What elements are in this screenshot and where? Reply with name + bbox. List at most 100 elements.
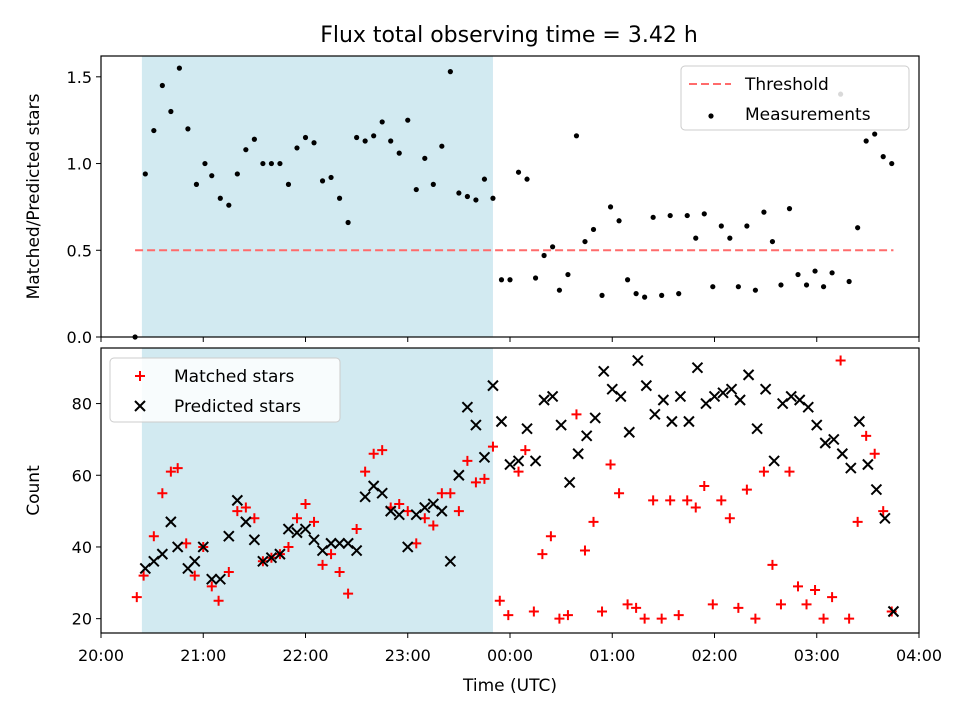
- matched-star-point: [699, 481, 710, 492]
- measurement-point: [193, 181, 200, 187]
- matched-star-point: [317, 559, 328, 570]
- matched-star-point: [411, 538, 422, 549]
- matched-star-point: [724, 513, 735, 524]
- legend-box: [109, 357, 341, 423]
- predicted-star-point: [376, 487, 388, 499]
- measurement-point: [863, 138, 869, 144]
- measurement-point: [735, 284, 741, 290]
- measurement-point: [676, 291, 682, 297]
- predicted-star-point: [197, 541, 209, 553]
- predicted-star-point: [589, 412, 601, 424]
- matched-star-point: [206, 581, 217, 592]
- matched-star-point: [869, 448, 880, 459]
- measurement-point: [624, 277, 631, 283]
- predicted-star-point: [333, 537, 346, 550]
- measurement-point: [185, 126, 191, 132]
- matched-star-point: [503, 610, 514, 621]
- matched-star-point: [131, 592, 142, 603]
- matched-star-point: [138, 570, 149, 581]
- predicted-star-point: [299, 523, 312, 535]
- y-tick-label: 60: [72, 466, 92, 485]
- measurement-point: [599, 292, 605, 298]
- measurement-point: [786, 206, 793, 212]
- matched-star-point: [240, 502, 251, 513]
- predicted-star-point: [862, 458, 874, 471]
- measurement-point: [659, 292, 665, 298]
- matched-star-point: [300, 498, 311, 509]
- measurement-point: [354, 134, 360, 141]
- x-tick-label: 20:00: [78, 646, 124, 665]
- measurement-point: [159, 82, 165, 89]
- matched-star-point: [665, 495, 676, 506]
- y-tick-label: 0.0: [67, 328, 92, 347]
- matched-star-point: [801, 599, 812, 610]
- x-tick-label: 00:00: [487, 646, 533, 665]
- matched-star-point: [334, 567, 345, 578]
- measurement-point: [345, 219, 351, 226]
- predicted-star-point: [836, 448, 849, 460]
- legend-label: Matched stars: [174, 367, 294, 387]
- matched-star-point: [844, 613, 855, 624]
- matched-star-point: [861, 430, 872, 441]
- measurement-point: [388, 138, 394, 144]
- matched-star-point: [733, 602, 744, 613]
- x-tick-label: 04:00: [896, 646, 942, 665]
- predicted-star-point: [555, 419, 567, 431]
- predicted-star-point: [308, 534, 320, 546]
- predicted-star-point: [811, 419, 823, 431]
- predicted-star-point: [402, 541, 414, 553]
- matched-star-point: [622, 599, 633, 610]
- predicted-star-point: [870, 483, 883, 496]
- matched-star-point: [810, 584, 821, 595]
- matched-star-point: [453, 506, 464, 517]
- x-tick-label: 03:00: [794, 646, 840, 665]
- measurement-point: [590, 226, 597, 233]
- measurement-point: [243, 147, 249, 153]
- measurement-point: [889, 160, 895, 167]
- measurement-point: [607, 204, 614, 210]
- matched-star-point: [494, 595, 505, 606]
- predicted-star-point: [291, 526, 303, 539]
- predicted-star-point: [393, 508, 405, 521]
- measurement-point: [778, 282, 784, 288]
- predicted-star-point: [657, 394, 670, 406]
- measurement-point: [667, 212, 673, 219]
- measurement-point: [473, 197, 479, 203]
- matched-star-point: [562, 610, 573, 621]
- matched-star-point: [597, 606, 608, 617]
- measurement-point: [202, 160, 208, 167]
- predicted-star-point: [478, 451, 491, 464]
- predicted-star-point: [853, 415, 866, 428]
- matched-star-point: [232, 506, 243, 517]
- predicted-star-point: [725, 383, 738, 395]
- matched-star-point: [291, 513, 302, 524]
- figure-title: Flux total observing time = 3.42 h: [320, 23, 698, 48]
- matched-star-point: [767, 559, 778, 570]
- matched-star-point: [249, 513, 260, 524]
- predicted-star-point: [504, 458, 516, 471]
- predicted-star-point: [529, 455, 542, 467]
- matched-star-point: [402, 506, 413, 517]
- measurement-point: [642, 294, 648, 300]
- matched-star-point: [571, 409, 582, 420]
- matched-star-point: [741, 484, 752, 495]
- matched-star-point: [673, 610, 684, 621]
- measurement-point: [872, 131, 878, 137]
- matched-star-point: [462, 455, 473, 466]
- measurement-point: [260, 160, 266, 167]
- legend-box: [680, 65, 910, 131]
- measurement-point: [803, 282, 810, 288]
- predicted-star-point: [350, 544, 363, 557]
- predicted-star-point: [802, 401, 814, 413]
- matched-star-point: [579, 545, 590, 556]
- predicted-star-point: [751, 422, 763, 435]
- measurement-point: [550, 244, 556, 250]
- measurement-point: [422, 155, 428, 161]
- predicted-star-point: [189, 555, 201, 568]
- matched-star-point: [588, 516, 599, 527]
- matched-star-point: [309, 516, 320, 527]
- predicted-star-point: [887, 605, 900, 618]
- matched-star-point: [656, 613, 667, 624]
- predicted-star-point: [325, 537, 337, 550]
- predicted-star-point: [717, 387, 729, 399]
